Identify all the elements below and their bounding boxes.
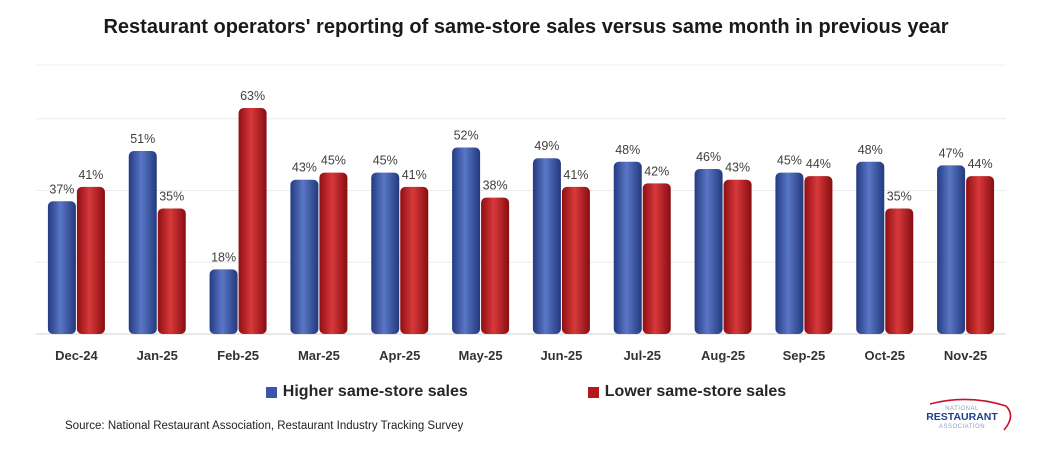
bar-lower-sep-25 <box>804 176 833 334</box>
chart-title: Restaurant operators' reporting of same-… <box>103 16 949 38</box>
legend-swatch-lower <box>587 386 599 398</box>
category-label-jul-25: Jul-25 <box>623 348 661 363</box>
bar-higher-may-25 <box>452 147 481 334</box>
value-label-lower-sep-25: 44% <box>806 157 831 171</box>
bar-higher-feb-25 <box>209 269 238 334</box>
bar-higher-aug-25 <box>694 168 723 334</box>
value-label-higher-feb-25: 18% <box>211 250 236 264</box>
legend-label-higher: Higher same-store sales <box>282 383 468 400</box>
logo-line1: NATIONAL <box>945 406 979 412</box>
value-label-lower-oct-25: 35% <box>887 189 912 203</box>
value-label-higher-jul-25: 48% <box>615 143 640 157</box>
category-label-apr-25: Apr-25 <box>379 348 420 363</box>
value-label-lower-mar-25: 45% <box>321 154 346 168</box>
category-label-may-25: May-25 <box>459 348 503 363</box>
value-label-higher-sep-25: 45% <box>777 154 802 168</box>
data-labels: 37% 41% 51% 35% 18% 63% 43% 45% 45% 41% 52% 38% 49% 4… <box>49 89 992 264</box>
bar-lower-dec-24 <box>76 186 105 334</box>
bar-lower-nov-25 <box>966 176 995 334</box>
value-label-higher-jan-25: 51% <box>130 132 155 146</box>
value-label-lower-feb-25: 63% <box>240 89 265 103</box>
logo-line2: RESTAURANT <box>926 411 998 423</box>
bar-higher-apr-25 <box>371 172 400 334</box>
gridlines <box>36 64 1006 335</box>
legend-item-lower: Lower same-store sales <box>587 383 787 401</box>
category-label-oct-25: Oct-25 <box>865 348 905 363</box>
bar-higher-sep-25 <box>775 172 804 334</box>
category-label-dec-24: Dec-24 <box>55 348 98 363</box>
bar-lower-mar-25 <box>319 172 348 334</box>
value-label-higher-apr-25: 45% <box>373 154 398 168</box>
bar-lower-jun-25 <box>561 186 590 334</box>
value-label-lower-may-25: 38% <box>483 179 508 193</box>
bar-lower-may-25 <box>481 197 510 334</box>
bar-higher-mar-25 <box>290 179 319 334</box>
bars <box>47 108 995 334</box>
legend-swatch-higher <box>265 386 277 398</box>
category-label-mar-25: Mar-25 <box>298 348 340 363</box>
value-label-higher-oct-25: 48% <box>858 143 883 157</box>
value-label-lower-jun-25: 41% <box>563 168 588 182</box>
value-label-higher-aug-25: 46% <box>696 150 721 164</box>
value-label-higher-nov-25: 47% <box>939 146 964 160</box>
category-label-jun-25: Jun-25 <box>540 348 582 363</box>
bar-higher-nov-25 <box>937 165 966 334</box>
bar-higher-dec-24 <box>47 201 76 334</box>
bar-lower-apr-25 <box>400 186 429 334</box>
bar-lower-oct-25 <box>885 208 914 334</box>
value-label-higher-may-25: 52% <box>454 128 479 142</box>
value-label-lower-dec-24: 41% <box>78 168 103 182</box>
value-label-higher-mar-25: 43% <box>292 161 317 175</box>
legend: Higher same-store sales Lower same-store… <box>0 383 1052 401</box>
value-label-higher-jun-25: 49% <box>534 139 559 153</box>
legend-label-lower: Lower same-store sales <box>604 383 787 400</box>
value-label-higher-dec-24: 37% <box>49 182 74 196</box>
bar-higher-jan-25 <box>128 151 157 334</box>
value-label-lower-nov-25: 44% <box>968 157 993 171</box>
value-label-lower-jul-25: 42% <box>644 164 669 178</box>
bar-chart: 37% 41% 51% 35% 18% 63% 43% 45% 45% 41% 52% 38% 49% 4… <box>36 64 1006 363</box>
category-label-sep-25: Sep-25 <box>783 348 826 363</box>
source-note: Source: National Restaurant Association,… <box>65 420 464 432</box>
bar-lower-jan-25 <box>157 208 186 334</box>
category-labels: Dec-24 Jan-25 Feb-25 Mar-25 Apr-25 May-25 Jun-… <box>55 348 987 363</box>
category-label-jan-25: Jan-25 <box>137 348 178 363</box>
bar-higher-jun-25 <box>532 158 561 334</box>
value-label-lower-jan-25: 35% <box>159 189 184 203</box>
value-label-lower-apr-25: 41% <box>402 168 427 182</box>
bar-higher-jul-25 <box>613 161 642 334</box>
category-label-aug-25: Aug-25 <box>701 348 745 363</box>
bar-lower-jul-25 <box>642 183 671 334</box>
value-label-lower-aug-25: 43% <box>725 161 750 175</box>
bar-lower-aug-25 <box>723 179 752 334</box>
bar-lower-feb-25 <box>238 108 267 334</box>
legend-item-higher: Higher same-store sales <box>265 383 468 401</box>
category-label-nov-25: Nov-25 <box>944 348 987 363</box>
logo-line3: ASSOCIATION <box>939 424 985 430</box>
category-label-feb-25: Feb-25 <box>217 348 259 363</box>
association-logo: NATIONAL RESTAURANT ASSOCIATION <box>926 398 1012 431</box>
bar-higher-oct-25 <box>856 161 885 334</box>
